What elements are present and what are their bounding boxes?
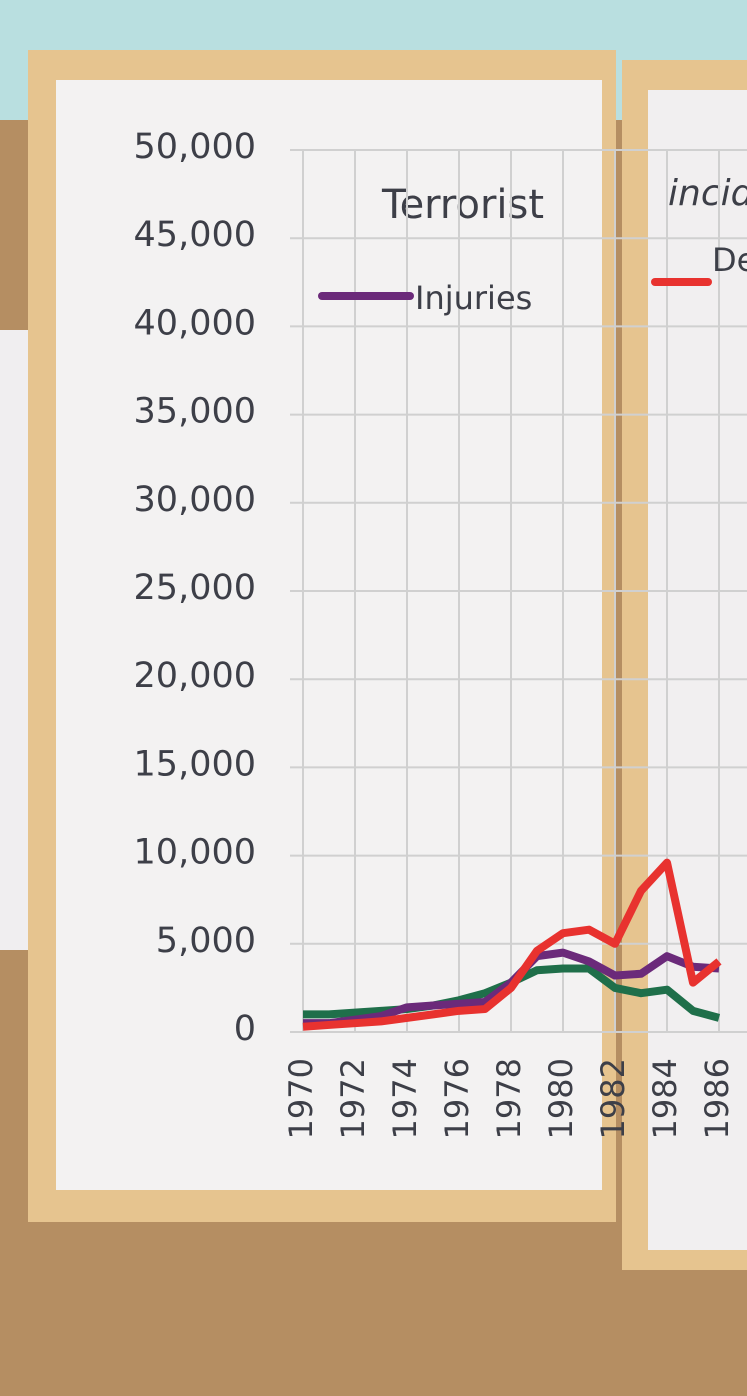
x-tick-label: 1986 — [698, 1058, 736, 1139]
series-line — [302, 858, 722, 1031]
x-tick-label: 1984 — [646, 1058, 684, 1139]
y-tick-label: 15,000 — [134, 744, 256, 784]
y-tick-label: 45,000 — [134, 215, 256, 255]
x-tick-label: 1976 — [438, 1058, 476, 1139]
y-tick-label: 25,000 — [134, 568, 256, 608]
y-tick-label: 50,000 — [134, 127, 256, 167]
x-tick-label: 1972 — [334, 1058, 372, 1139]
y-tick-label: 0 — [234, 1009, 256, 1049]
x-tick-label: 1980 — [542, 1058, 580, 1139]
y-tick-label: 35,000 — [134, 392, 256, 432]
y-tick-label: 20,000 — [134, 656, 256, 696]
y-tick-label: 30,000 — [134, 480, 256, 520]
x-tick-label: 1974 — [386, 1058, 424, 1139]
x-tick-label: 1982 — [594, 1058, 632, 1139]
y-tick-label: 5,000 — [156, 921, 256, 961]
chart-title: incid — [668, 173, 747, 214]
chart-title: Terrorist — [381, 182, 544, 228]
y-tick-label: 10,000 — [134, 833, 256, 873]
legend-label: Injuries — [415, 279, 532, 317]
legend-label: De — [712, 241, 747, 279]
y-tick-label: 40,000 — [134, 303, 256, 343]
x-tick-label: 1978 — [490, 1058, 528, 1139]
x-tick-label: 1970 — [282, 1058, 320, 1139]
